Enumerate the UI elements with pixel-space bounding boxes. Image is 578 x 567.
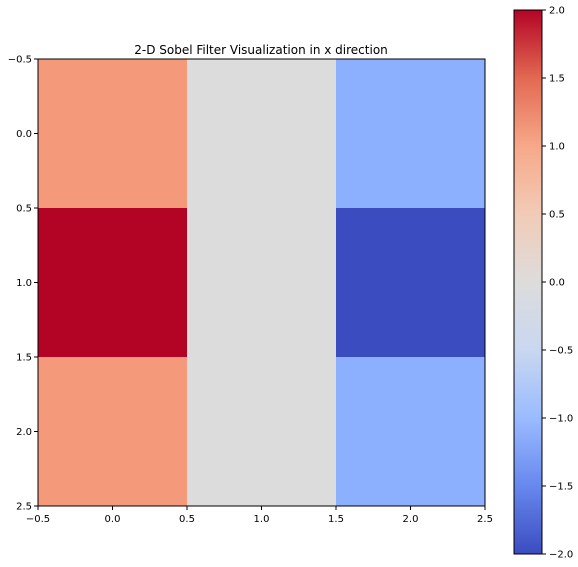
heatmap-cell: [336, 357, 485, 506]
y-tick-label: 2.5: [16, 502, 32, 513]
y-tick-label: 2.0: [16, 427, 32, 438]
heatmap-cell: [38, 208, 187, 357]
x-tick-label: 1.0: [254, 514, 270, 525]
x-tick-label: 2.5: [477, 514, 493, 525]
colorbar-gradient: [514, 10, 542, 554]
x-tick-label: 0.0: [105, 514, 121, 525]
x-axis: −0.5 0.0 0.5 1.0 1.5 2.0 2.5: [26, 506, 493, 525]
colorbar-tick-label: 0.0: [549, 278, 565, 289]
y-tick-label: 1.0: [16, 278, 32, 289]
heatmap-cell: [38, 59, 187, 208]
colorbar-tick-label: −1.5: [549, 482, 573, 493]
heatmap-cell: [187, 208, 336, 357]
y-tick-label: 0.0: [16, 129, 32, 140]
colorbar-tick-label: −2.0: [549, 550, 573, 561]
y-axis: −0.5 0.0 0.5 1.0 1.5 2.0 2.5: [8, 55, 38, 513]
colorbar-tick-label: 0.5: [549, 210, 565, 221]
x-tick-label: 1.5: [328, 514, 344, 525]
heatmap-cell: [187, 59, 336, 208]
colorbar-ticks: 2.0 1.5 1.0 0.5 0.0 −0.5 −1.0 −1.5 −2.0: [542, 6, 573, 561]
colorbar-tick-label: 1.0: [549, 142, 565, 153]
heatmap-cell: [336, 208, 485, 357]
y-tick-label: −0.5: [8, 55, 32, 66]
heatmap-cell: [38, 357, 187, 506]
colorbar-tick-label: 1.5: [549, 74, 565, 85]
chart-title: 2-D Sobel Filter Visualization in x dire…: [134, 43, 388, 57]
y-tick-label: 1.5: [16, 353, 32, 364]
colorbar-tick-label: 2.0: [549, 6, 565, 17]
y-tick-label: 0.5: [16, 204, 32, 215]
colorbar-tick-label: −0.5: [549, 346, 573, 357]
heatmap-cell: [187, 357, 336, 506]
colorbar: 2.0 1.5 1.0 0.5 0.0 −0.5 −1.0 −1.5 −2.0: [513, 6, 573, 561]
heatmap-cells: [38, 59, 485, 506]
x-tick-label: 0.5: [179, 514, 195, 525]
colorbar-tick-label: −1.0: [549, 414, 573, 425]
heatmap-cell: [336, 59, 485, 208]
x-tick-label: 2.0: [403, 514, 419, 525]
heatmap-plot: −0.5 0.0 0.5 1.0 1.5 2.0 2.5 −0.5 0.0 0.5 1.0 1.5 2…: [8, 55, 493, 526]
x-tick-label: −0.5: [26, 514, 50, 525]
